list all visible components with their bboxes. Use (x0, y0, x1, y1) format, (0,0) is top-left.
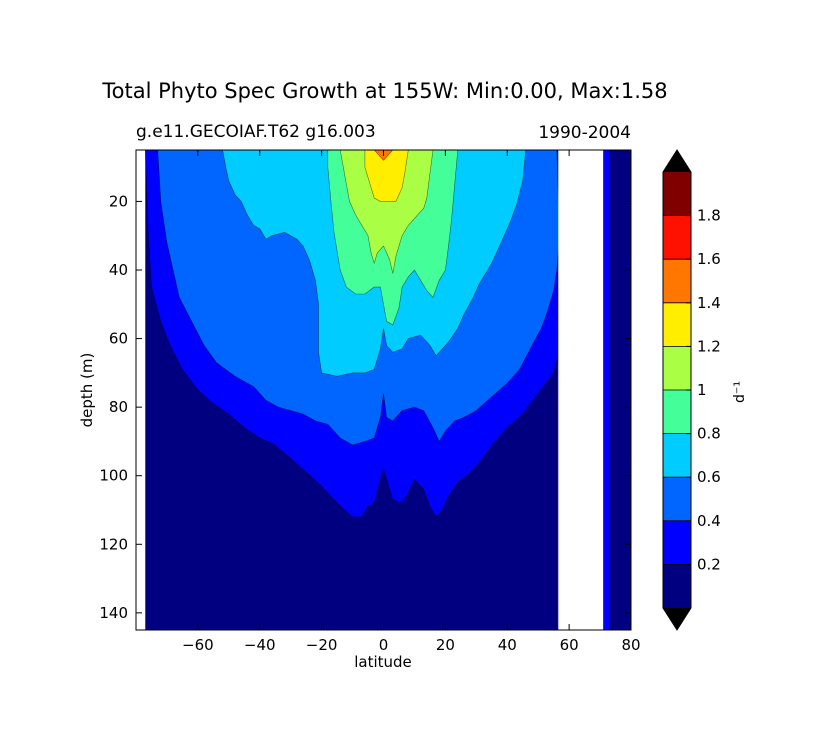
colorbar-tick-label: 0.6 (697, 468, 721, 486)
colorbar-under-arrow (663, 608, 691, 630)
colorbar-tick-label: 1 (697, 381, 707, 399)
colorbar-segment (663, 259, 691, 303)
colorbar-segment (663, 302, 691, 347)
x-tick-label: −40 (244, 636, 276, 654)
y-tick-label: 140 (99, 604, 128, 622)
colorbar-segment (663, 564, 691, 608)
x-tick-label: 60 (560, 636, 579, 654)
colorbar-segment (663, 520, 691, 565)
contour-band-1-2 (364, 150, 409, 202)
colorbar-segment (663, 215, 691, 260)
y-tick-label: 40 (109, 261, 128, 279)
colorbar-tick-label: 0.4 (697, 512, 721, 530)
colorbar-tick-label: 1.6 (697, 250, 721, 268)
y-tick-label: 120 (99, 535, 128, 553)
x-tick-label: −20 (306, 636, 338, 654)
y-tick-label: 100 (99, 467, 128, 485)
colorbar-segment (663, 390, 691, 434)
x-tick-label: 40 (498, 636, 517, 654)
colorbar-outline (662, 149, 692, 631)
colorbar-segment (663, 346, 691, 390)
missing-data-region (558, 150, 604, 630)
x-tick-label: 80 (621, 636, 640, 654)
x-axis-label: latitude (354, 653, 412, 671)
y-tick-label: 80 (109, 398, 128, 416)
contour-band-1 (339, 150, 434, 274)
y-axis-label: depth (m) (78, 353, 96, 428)
colorbar-tick-label: 0.8 (697, 425, 721, 443)
x-axis: −60 −40 −20 0 20 40 60 80 (182, 150, 641, 654)
x-tick-label: 0 (379, 636, 389, 654)
y-tick-label: 60 (109, 330, 128, 348)
x-tick-label: 20 (436, 636, 455, 654)
colorbar-tick-label: 0.2 (697, 555, 721, 573)
colorbar-label: d⁻¹ (732, 381, 748, 403)
colorbar-over-arrow (663, 150, 691, 172)
y-axis: 20 40 60 80 100 120 140 (99, 192, 631, 622)
colorbar-tick-label: 1.2 (697, 337, 721, 355)
colorbar-segment (663, 477, 691, 521)
x-tick-label: −60 (182, 636, 214, 654)
colorbar-segment (663, 433, 691, 478)
plot-area (136, 150, 631, 630)
colorbar-tick-label: 1.8 (697, 207, 721, 225)
colorbar-tick-label: 1.4 (697, 294, 721, 312)
chart-title: Total Phyto Spec Growth at 155W: Min:0.0… (101, 79, 667, 103)
colorbar: 0.2 0.4 0.6 0.8 1 1.2 1.4 1.6 1.8 (662, 149, 721, 631)
colorbar-segment (663, 172, 691, 216)
left-subtitle: g.e11.GECOIAF.T62 g16.003 (136, 122, 376, 142)
right-subtitle: 1990-2004 (538, 123, 631, 143)
y-tick-label: 20 (109, 192, 128, 210)
